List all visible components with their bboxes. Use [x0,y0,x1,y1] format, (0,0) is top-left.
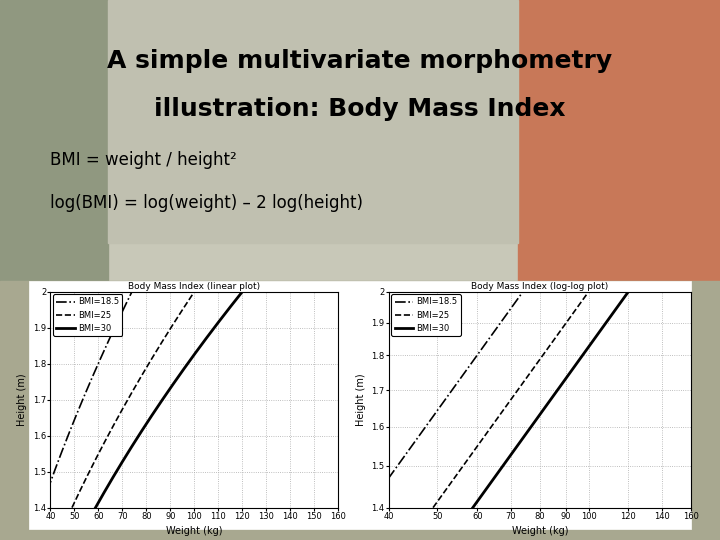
BMI=30 [156,401,164,407]
BMI=30 [550,391,559,397]
BMI=30 [234,294,243,300]
BMI=30 [155,402,163,408]
X-axis label: Weight (kg): Weight (kg) [512,526,568,536]
Bar [0,0,720,281]
BMI=30 [172,376,181,382]
BMI=25 [510,391,519,397]
BMI=30 [549,392,558,399]
Y-axis label: Height (m): Height (m) [356,373,366,426]
Y-axis label: Height (m): Height (m) [17,373,27,426]
Text: A simple multivariate morphometry: A simple multivariate morphometry [107,49,613,72]
BMI=30 [91,504,100,511]
BMI=30 [559,378,568,384]
Legend: BMI=18.5, BMI=25, BMI=30: BMI=18.5, BMI=25, BMI=30 [53,294,122,336]
BMI=18.5 [125,294,134,300]
BMI=30 [624,288,633,295]
Line: BMI=25: BMI=25 [72,292,194,508]
BMI=25 [585,288,593,295]
BMI=18.5 [127,288,136,295]
BMI=25 [560,322,569,328]
BMI=25 [186,294,195,300]
BMI=18.5 [462,367,471,373]
BMI=25 [190,288,199,295]
Text: log(BMI) = log(weight) – 2 log(height): log(BMI) = log(weight) – 2 log(height) [50,194,364,212]
BMI=25 [68,504,76,511]
BMI=25 [120,402,129,408]
Line: BMI=30: BMI=30 [96,292,243,508]
BMI=25 [581,293,590,299]
BMI=18.5 [518,288,527,295]
BMI=30 [600,322,608,328]
BMI=18.5 [363,504,372,511]
BMI=25 [165,327,174,334]
Title: Body Mass Index (log-log plot): Body Mass Index (log-log plot) [472,282,608,291]
BMI=25 [135,376,144,382]
Line: BMI=25: BMI=25 [433,292,589,508]
Legend: BMI=18.5, BMI=25, BMI=30: BMI=18.5, BMI=25, BMI=30 [391,294,461,336]
BMI=18.5 [82,388,91,394]
BMI=18.5 [76,402,85,408]
BMI=25 [428,504,437,511]
BMI=25 [510,392,518,399]
BMI=18.5 [495,322,503,328]
BMI=30 [621,293,629,299]
BMI=25 [121,401,130,407]
BMI=30 [164,388,173,394]
BMI=25 [129,388,138,394]
Line: BMI=18.5: BMI=18.5 [367,292,523,508]
Bar [29,281,691,529]
BMI=30 [238,288,247,295]
BMI=18.5 [76,401,85,407]
Text: illustration: Body Mass Index: illustration: Body Mass Index [154,97,566,121]
BMI=18.5 [454,378,463,384]
Bar [0,0,108,281]
BMI=18.5 [444,392,453,399]
BMI=18.5 [109,327,117,334]
BMI=18.5 [445,391,454,397]
BMI=30 [567,367,576,373]
Line: BMI=30: BMI=30 [473,292,629,508]
BMI=18.5 [516,293,524,299]
BMI=30 [469,504,477,511]
Bar [518,0,720,281]
BMI=25 [528,367,536,373]
BMI=18.5 [37,504,46,511]
Title: Body Mass Index (linear plot): Body Mass Index (linear plot) [128,282,261,291]
BMI=30 [208,327,217,334]
Bar [0,281,720,540]
X-axis label: Weight (kg): Weight (kg) [166,526,222,536]
Text: BMI = weight / height²: BMI = weight / height² [50,151,237,169]
BMI=18.5 [87,376,96,382]
Line: BMI=18.5: BMI=18.5 [42,292,132,508]
Bar [108,0,518,243]
BMI=25 [520,378,528,384]
